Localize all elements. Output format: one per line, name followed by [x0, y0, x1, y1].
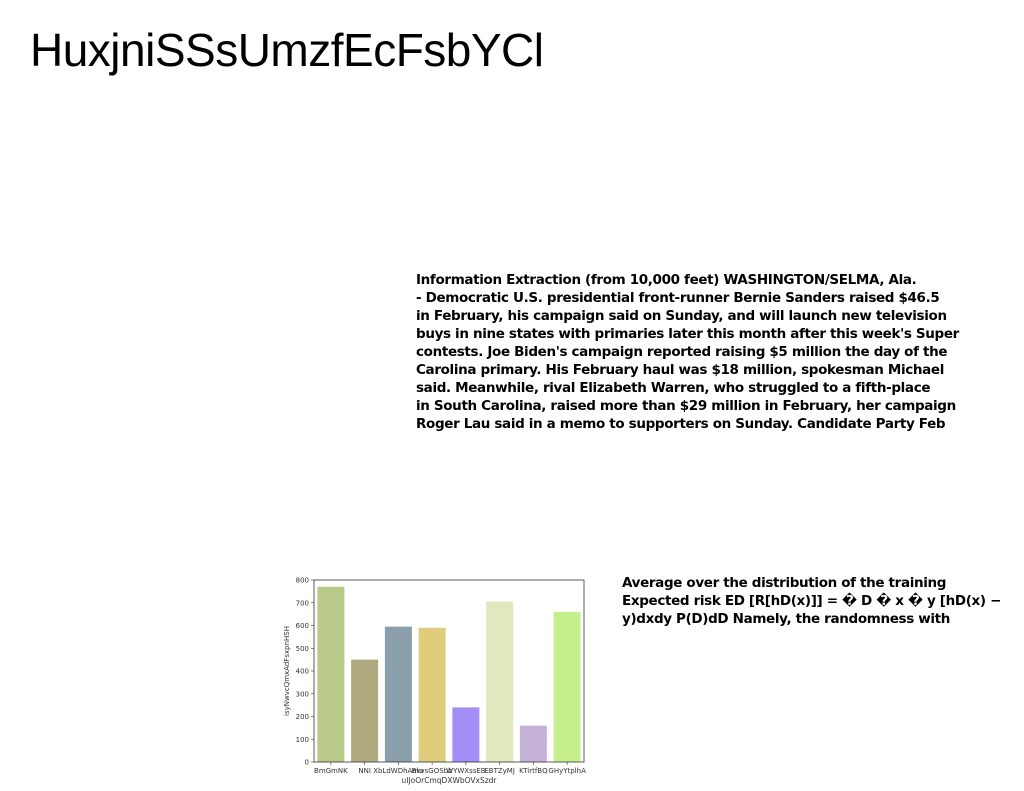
chart-y-tick-label: 400	[296, 668, 309, 676]
chart-bar	[418, 627, 446, 762]
chart-x-tick-label: BmGmNK	[314, 767, 348, 775]
article-line: said. Meanwhile, rival Elizabeth Warren,…	[416, 380, 931, 396]
chart-bar	[317, 586, 345, 762]
article-line: Carolina primary. His February haul was …	[416, 362, 944, 378]
article-line: - Democratic U.S. presidential front-run…	[416, 290, 940, 306]
article-line: buys in nine states with primaries later…	[416, 326, 959, 342]
chart-y-tick-label: 600	[296, 622, 309, 630]
chart-bar	[486, 601, 514, 762]
chart-y-tick-label: 500	[296, 645, 309, 653]
chart-y-tick-label: 300	[296, 690, 309, 698]
chart-ylabel: isyNwvcQmxAdFsxpnHSH	[283, 626, 291, 716]
chart-x-tick-label: BkvsGOSbb	[412, 767, 453, 775]
bar-chart: 0 100 200 300 400 500 600 700 800 BmGmNK NNI XbLdW…	[280, 572, 590, 786]
chart-frame	[313, 579, 585, 763]
chart-bar	[351, 659, 379, 763]
chart-x-tick-label: WYWXssEB	[446, 767, 486, 775]
chart-y-tick-label: 100	[296, 736, 309, 744]
chart-x-tick-label: KTirtfBQ	[519, 767, 548, 775]
chart-x-tick-label: XbLdWDhAmu	[373, 767, 423, 775]
chart-y-tick-label: 200	[296, 713, 309, 721]
chart-bar	[452, 707, 480, 762]
article-line: Information Extraction (from 10,000 feet…	[416, 272, 917, 288]
chart-y-tick-label: 700	[296, 599, 309, 607]
chart-bar	[553, 611, 581, 762]
chart-bar	[384, 626, 412, 762]
chart-y-tick-label: 0	[305, 759, 309, 767]
chart-x-tick-label: NNI	[358, 767, 371, 775]
article-line: in South Carolina, raised more than $29 …	[416, 398, 956, 414]
risk-line: Average over the distribution of the tra…	[622, 575, 947, 591]
chart-x-tick-label: GHyYtplhA	[548, 767, 586, 775]
risk-line: y)dxdy P(D)dD Namely, the randomness wit…	[622, 611, 951, 627]
chart-y-tick-label: 800	[296, 577, 309, 585]
risk-text-block: Average over the distribution of the tra…	[622, 574, 1024, 628]
chart-xlabel: uIJoOrCmqDXWbOVxSzdr	[401, 776, 497, 785]
article-line: contests. Joe Biden's campaign reported …	[416, 344, 948, 360]
chart-bar	[519, 725, 547, 762]
page-title: HuxjniSSsUmzfEcFsbYCl	[30, 24, 544, 76]
article-line: in February, his campaign said on Sunday…	[416, 308, 947, 324]
chart-x-tick-label: EBTZyMJ	[484, 767, 515, 775]
article-line: Roger Lau said in a memo to supporters o…	[416, 416, 946, 432]
article-text-block: Information Extraction (from 10,000 feet…	[416, 271, 1024, 433]
risk-line: Expected risk ED [R[hD(x)]] = � D � x � …	[622, 593, 1002, 609]
bar-chart-svg: 0 100 200 300 400 500 600 700 800 BmGmNK NNI XbLdW…	[283, 577, 586, 786]
